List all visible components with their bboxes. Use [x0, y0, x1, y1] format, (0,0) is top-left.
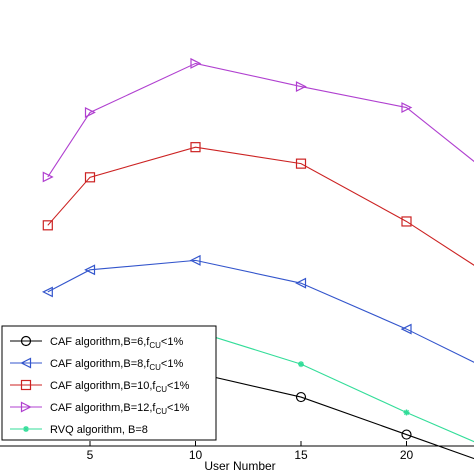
series-4-point-2 — [84, 106, 96, 118]
legend-item-5: RVQ algorithm, B=8 — [10, 424, 148, 436]
legend-label-4: CAF algorithm,B=12,fCU<1% — [50, 402, 190, 416]
legend-item-3: CAF algorithm,B=10,fCU<1% — [10, 379, 190, 394]
legend-label-2: CAF algorithm,B=8,fCU<1% — [50, 358, 183, 372]
legend-label-5: RVQ algorithm, B=8 — [50, 424, 148, 436]
x-tick-label-4: 20 — [400, 448, 414, 462]
legend: CAF algorithm,B=6,fCU<1% CAF algorithm,B=… — [1, 325, 217, 441]
series-3 — [42, 142, 474, 266]
series-3-point-3 — [190, 142, 201, 153]
series-4-point-3 — [190, 57, 202, 69]
series-1-point-5 — [401, 429, 412, 440]
series-4 — [42, 57, 474, 183]
legend-marker-4 — [20, 401, 32, 413]
series-5-point-5 — [403, 409, 410, 416]
legend-item-4: CAF algorithm,B=12,fCU<1% — [10, 401, 190, 416]
series-1-point-4 — [295, 391, 307, 403]
series-4-point-4 — [295, 81, 307, 93]
series-3-point-2 — [84, 172, 96, 183]
series-2-point-2 — [84, 264, 96, 276]
series-3-point-1 — [42, 220, 53, 231]
series-2-point-3 — [189, 254, 201, 266]
x-tick-label-3: 15 — [294, 448, 308, 462]
x-tick-label-2: 10 — [189, 448, 203, 462]
legend-marker-5 — [23, 426, 29, 432]
series-4-point-5 — [401, 102, 413, 114]
series-4-line — [47, 62, 474, 178]
series-2 — [41, 254, 474, 363]
axis-layer: 5 10 15 20 — [0, 441, 474, 462]
x-tick-label-1: 5 — [87, 448, 94, 462]
series-2-point-5 — [400, 323, 412, 335]
legend-marker-1 — [20, 335, 32, 347]
legend-box — [1, 325, 217, 441]
series-2-line — [47, 259, 474, 363]
series-3-point-4 — [295, 158, 307, 169]
legend-item-1: CAF algorithm,B=6,fCU<1% — [10, 335, 183, 350]
series-3-point-5 — [401, 216, 412, 227]
legend-label-3: CAF algorithm,B=10,fCU<1% — [50, 380, 190, 394]
x-axis-label: User Number — [204, 459, 275, 473]
legend-item-2: CAF algorithm,B=8,fCU<1% — [10, 357, 183, 372]
series-2-point-1 — [41, 286, 53, 298]
series-4-point-1 — [42, 171, 54, 183]
series-3-line — [47, 146, 474, 266]
series-5-point-4 — [298, 361, 304, 368]
legend-marker-3 — [20, 379, 32, 391]
series-2-point-4 — [295, 277, 307, 289]
legend-label-1: CAF algorithm,B=6,fCU<1% — [50, 336, 183, 350]
legend-marker-2 — [20, 357, 32, 369]
